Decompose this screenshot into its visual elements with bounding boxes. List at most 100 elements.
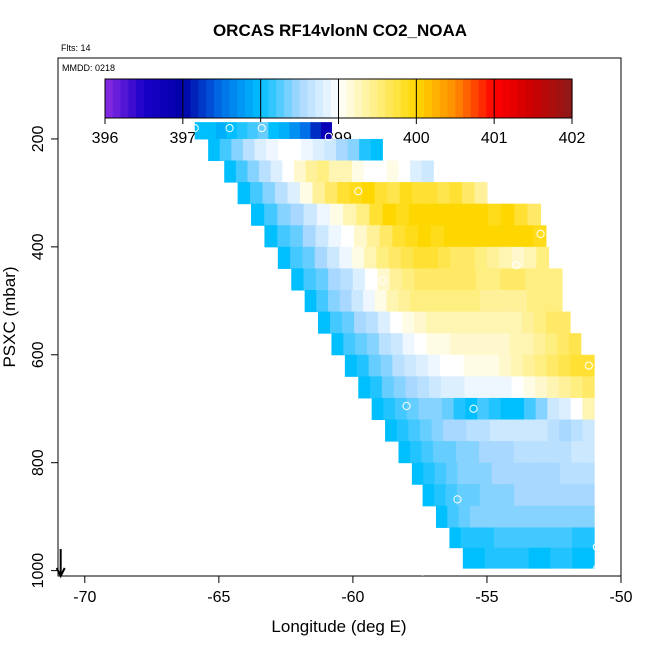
heatmap-cell — [290, 225, 304, 248]
heatmap-cell — [409, 441, 423, 464]
colorbar-swatch — [478, 79, 487, 118]
colorbar: 396397398399400401402 — [92, 78, 585, 147]
x-tick-label: -70 — [73, 589, 96, 606]
heatmap-cell — [355, 333, 368, 356]
heatmap-cell — [235, 160, 248, 183]
colorbar-swatch — [229, 79, 238, 118]
heatmap-cell — [475, 354, 488, 377]
heatmap-cell — [450, 333, 463, 356]
heatmap-cell — [424, 182, 438, 205]
heatmap-cell — [417, 225, 432, 248]
heatmap-cell — [392, 225, 406, 248]
heatmap-cell — [560, 462, 572, 485]
heatmap-cell — [337, 182, 351, 205]
heatmap-cell — [277, 246, 291, 269]
y-tick-label: 600 — [30, 341, 47, 368]
heatmap-cell — [266, 138, 279, 162]
heatmap-cell — [560, 527, 573, 549]
heatmap-cell — [548, 484, 561, 507]
colorbar-swatch — [112, 79, 122, 118]
colorbar-swatch — [400, 79, 410, 118]
heatmap-cell — [475, 268, 489, 291]
heatmap-cell — [304, 290, 317, 313]
colorbar-tick-label: 397 — [169, 130, 196, 147]
heatmap-cell — [534, 354, 548, 377]
heatmap-cell — [571, 484, 584, 507]
heatmap-cell — [570, 376, 583, 399]
heatmap-cell — [582, 397, 595, 421]
heatmap-cell — [456, 441, 469, 464]
heatmap-cell — [499, 246, 513, 269]
heatmap-cell — [495, 547, 508, 569]
y-axis-label: PSXC (mbar) — [0, 266, 19, 367]
heatmap-cell — [462, 333, 475, 356]
colorbar-swatch — [517, 79, 526, 118]
heatmap-cell — [376, 246, 390, 269]
heatmap-cell — [484, 547, 497, 569]
heatmap-cell — [366, 225, 381, 248]
heatmap-cell — [277, 203, 292, 226]
heatmap-cell — [370, 376, 383, 399]
wind-arrow-icon — [55, 549, 66, 579]
heatmap-cell — [398, 160, 411, 183]
colorbar-swatch — [315, 79, 324, 118]
heatmap-cell — [268, 122, 280, 140]
colorbar-swatch — [509, 79, 519, 118]
heatmap-cell — [491, 462, 504, 485]
heatmap-cell — [467, 441, 480, 464]
heatmap-cell — [502, 441, 515, 464]
heatmap-cell — [365, 268, 378, 291]
heatmap-cell — [408, 419, 421, 442]
heatmap-cell — [330, 311, 343, 334]
heatmap-cell — [352, 268, 366, 291]
heatmap-cell — [536, 484, 549, 507]
heatmap-cell — [324, 182, 338, 205]
sample-point — [426, 563, 435, 573]
x-axis: -70 -65 -60 -55 -50 — [73, 576, 633, 606]
colorbar-swatch — [221, 79, 231, 118]
heatmap-cell — [466, 419, 479, 442]
heatmap-cell — [231, 138, 244, 162]
sample-point — [574, 403, 583, 412]
heatmap-cell — [462, 547, 475, 569]
heatmap-cell — [414, 268, 428, 291]
heatmap-cell — [324, 138, 337, 162]
heatmap-cell — [500, 397, 513, 421]
date-note: MMDD: 0218 — [62, 63, 115, 73]
heatmap-cell — [533, 333, 546, 356]
colorbar-swatch — [307, 79, 316, 118]
heatmap-cell — [426, 311, 439, 334]
heatmap-cell — [469, 225, 483, 248]
heatmap-cell — [536, 246, 550, 269]
plot-frame — [57, 57, 622, 577]
sample-point — [190, 124, 199, 133]
heatmap-cell — [512, 268, 526, 291]
heatmap-cell — [547, 397, 560, 421]
heatmap-cell — [534, 311, 547, 334]
heatmap-cell — [527, 527, 540, 549]
heatmap-cell — [414, 333, 427, 356]
heatmap-cell — [392, 354, 405, 377]
heatmap-cell — [571, 441, 584, 464]
heatmap-cell — [443, 419, 456, 442]
heatmap-cells — [194, 122, 595, 569]
heatmap-cell — [287, 182, 301, 205]
heatmap-cell — [550, 290, 563, 313]
heatmap-cell — [290, 203, 305, 226]
heatmap-cell — [431, 419, 444, 442]
heatmap-cell — [351, 290, 364, 313]
heatmap-cell — [535, 376, 548, 399]
heatmap-cell — [387, 182, 401, 205]
colorbar-swatch — [564, 79, 573, 118]
heatmap-cell — [491, 484, 504, 507]
heatmap-cell — [219, 138, 232, 162]
heatmap-cell — [380, 354, 393, 377]
heatmap-cell — [367, 333, 380, 356]
colorbar-swatch — [494, 79, 503, 118]
heatmap-cell — [515, 505, 527, 528]
heatmap-cell — [385, 419, 398, 442]
colorbar-swatch — [525, 79, 534, 118]
heatmap-cell — [303, 268, 317, 291]
heatmap-cell — [312, 138, 325, 162]
heatmap-cell — [559, 484, 572, 507]
